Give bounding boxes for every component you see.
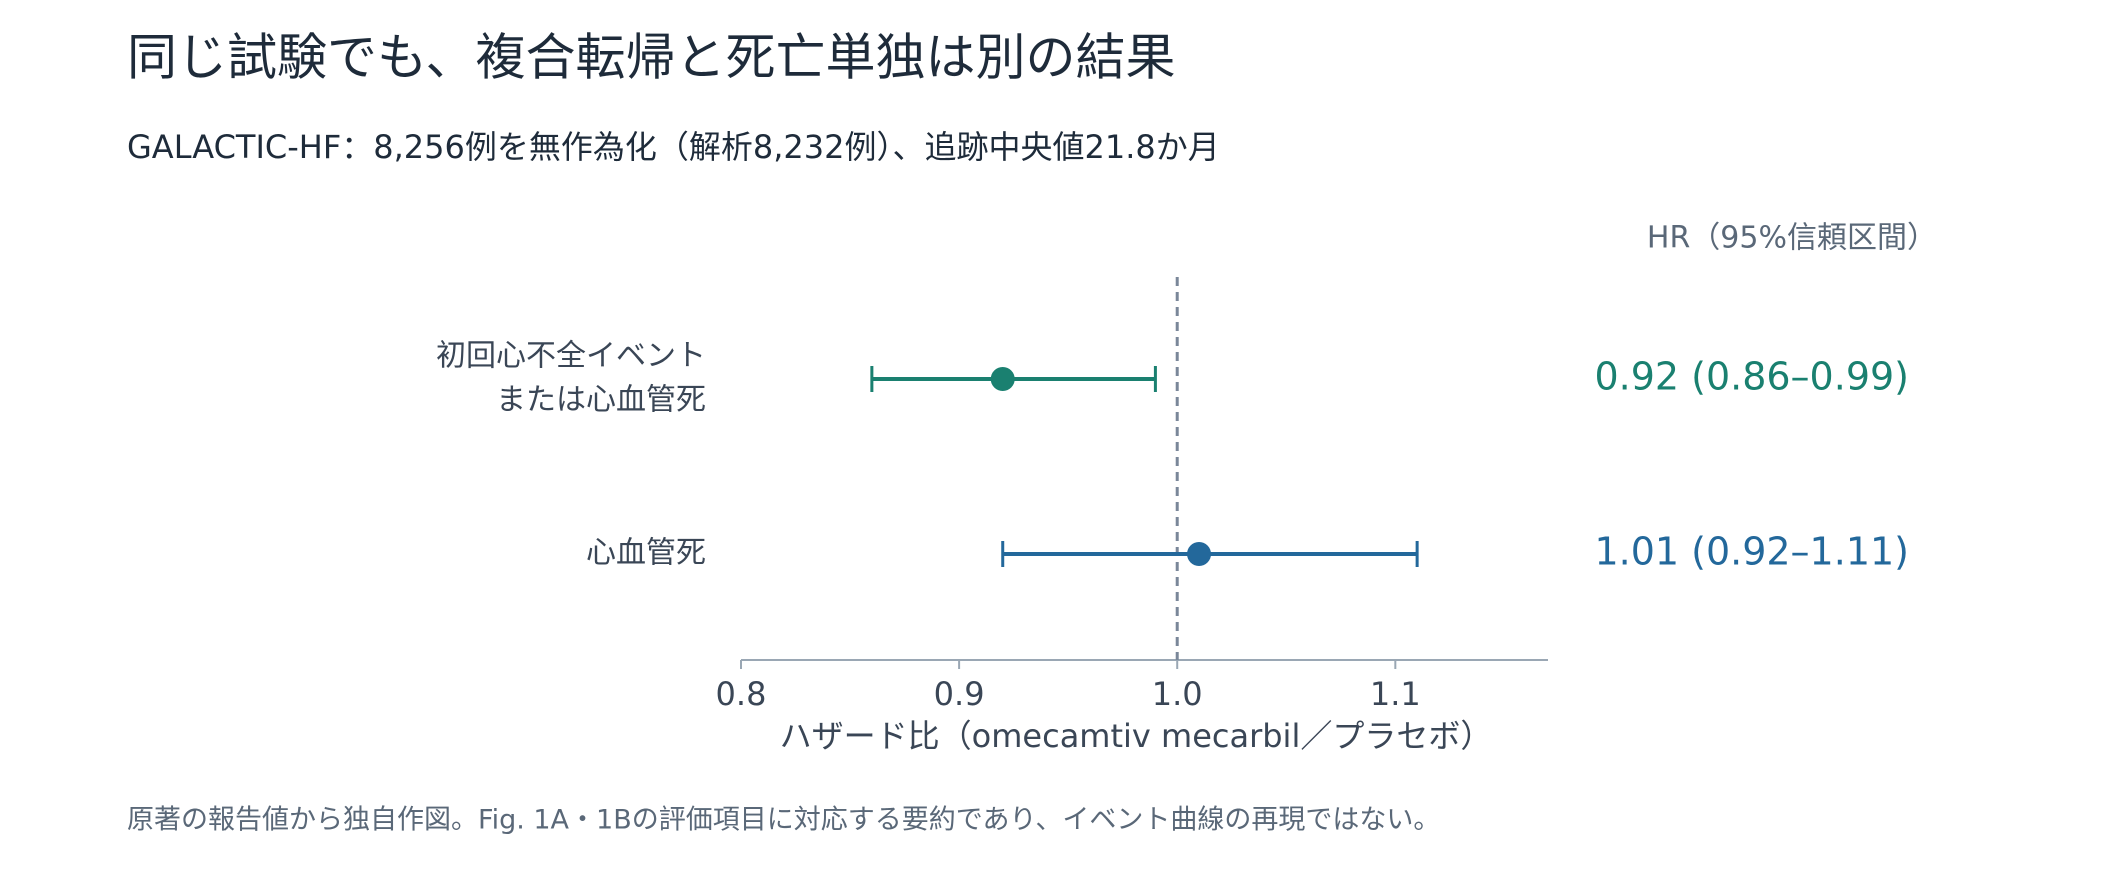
column-header: HR（95%信頼区間）	[1647, 221, 1937, 256]
note: 原著の報告値から独自作図。Fig. 1A・1Bの評価項目に対応する要約であり、イ…	[127, 805, 1440, 836]
x-tick-label: 1.1	[1370, 675, 1421, 713]
x-tick-label: 0.9	[934, 675, 985, 713]
point-estimate	[1187, 542, 1212, 566]
x-tick-label: 1.0	[1152, 675, 1203, 713]
row-label: 初回心不全イベント	[436, 339, 706, 374]
row-label: 心血管死	[586, 536, 706, 571]
point-estimate	[990, 367, 1015, 391]
x-tick-label: 0.8	[716, 675, 767, 713]
value-label: 0.92 (0.86–0.99)	[1594, 355, 1909, 399]
value-label: 1.01 (0.92–1.11)	[1594, 530, 1909, 574]
row-label: または心血管死	[496, 383, 706, 418]
chart-subtitle: GALACTIC-HF：8,256例を無作為化（解析8,232例）、追跡中央値2…	[127, 128, 1220, 166]
chart-title: 同じ試験でも、複合転帰と死亡単独は別の結果	[127, 29, 1176, 87]
x-axis-label: ハザード比（omecamtiv mecarbil／プラセボ）	[780, 717, 1493, 755]
